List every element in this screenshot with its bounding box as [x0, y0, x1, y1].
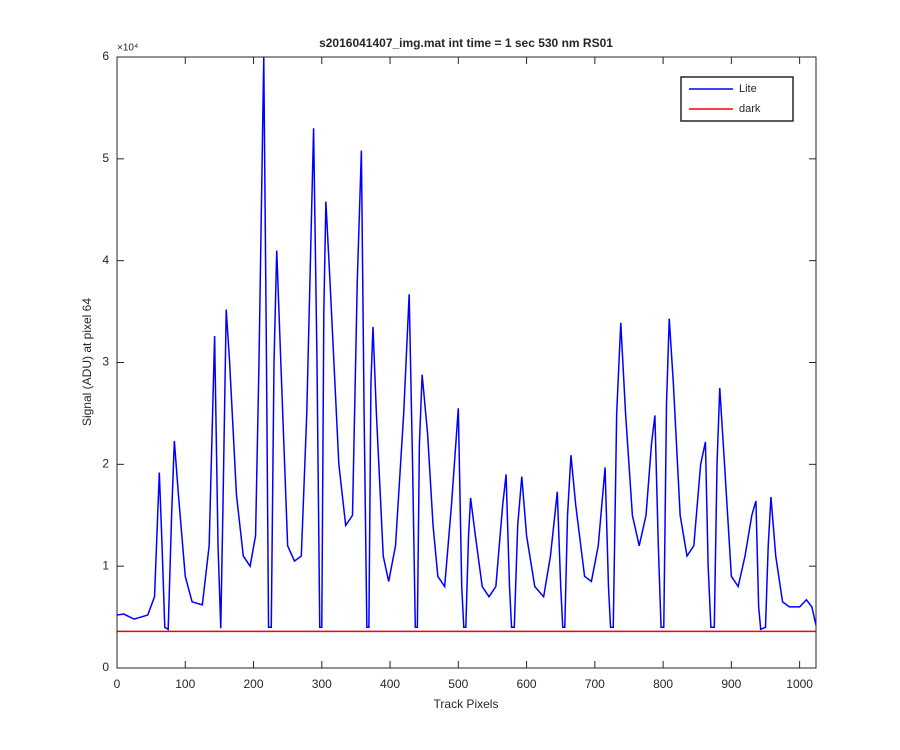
x-tick-label: 0 — [114, 677, 121, 691]
y-tick-label: 0 — [102, 660, 109, 674]
x-tick-label: 100 — [175, 677, 195, 691]
plot-area — [117, 57, 816, 668]
x-tick-label: 200 — [244, 677, 264, 691]
legend-box — [680, 76, 794, 122]
x-tick-label: 600 — [517, 677, 537, 691]
y-tick-label: 4 — [102, 253, 109, 267]
chart-title: s2016041407_img.mat int time = 1 sec 530… — [319, 36, 613, 50]
legend-label: dark — [739, 103, 761, 115]
y-tick-label: 5 — [102, 151, 109, 165]
y-tick-label: 6 — [102, 49, 109, 63]
x-axis-label: Track Pixels — [434, 697, 499, 711]
x-tick-label: 800 — [653, 677, 673, 691]
x-tick-label: 300 — [312, 677, 332, 691]
x-tick-label: 700 — [585, 677, 605, 691]
y-axis-label: Signal (ADU) at pixel 64 — [80, 298, 94, 426]
legend-label: Lite — [739, 83, 757, 95]
y-tick-label: 3 — [102, 355, 109, 369]
axes-box — [116, 56, 817, 669]
x-tick-label: 400 — [380, 677, 400, 691]
y-tick-label: 1 — [102, 558, 109, 572]
y-tick-label: 2 — [102, 457, 109, 471]
series-line — [116, 56, 817, 631]
x-tick-label: 900 — [721, 677, 741, 691]
y-exponent: ×10⁴ — [117, 43, 138, 54]
x-tick-label: 500 — [448, 677, 468, 691]
x-tick-label: 1000 — [786, 677, 813, 691]
